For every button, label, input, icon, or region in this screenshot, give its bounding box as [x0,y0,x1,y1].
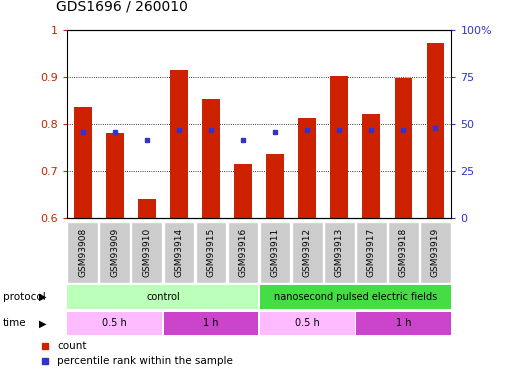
FancyBboxPatch shape [260,285,451,309]
Text: GSM93918: GSM93918 [399,228,408,277]
FancyBboxPatch shape [228,222,259,282]
Bar [330,76,348,217]
Text: GSM93917: GSM93917 [367,228,376,277]
FancyBboxPatch shape [67,285,259,309]
Bar [138,199,155,217]
Text: GSM93914: GSM93914 [174,228,184,277]
Bar [266,154,284,218]
Text: protocol: protocol [3,292,45,302]
Text: GSM93913: GSM93913 [334,228,344,277]
Text: nanosecond pulsed electric fields: nanosecond pulsed electric fields [273,292,437,302]
Text: GSM93909: GSM93909 [110,228,120,277]
FancyBboxPatch shape [164,222,194,282]
Text: GSM93912: GSM93912 [303,228,312,277]
FancyBboxPatch shape [356,222,387,282]
Text: GSM93919: GSM93919 [431,228,440,277]
Text: GSM93908: GSM93908 [78,228,87,277]
Text: 1 h: 1 h [396,318,411,328]
FancyBboxPatch shape [164,312,259,335]
Text: GDS1696 / 260010: GDS1696 / 260010 [56,0,188,13]
Text: GSM93911: GSM93911 [270,228,280,277]
Bar [299,118,316,218]
Bar [170,70,188,217]
FancyBboxPatch shape [388,222,419,282]
Text: 0.5 h: 0.5 h [295,318,320,328]
Bar [234,164,252,218]
Bar [427,43,444,218]
Text: 1 h: 1 h [203,318,219,328]
FancyBboxPatch shape [67,222,98,282]
FancyBboxPatch shape [260,312,354,335]
Bar [106,133,124,218]
Bar [394,78,412,218]
FancyBboxPatch shape [131,222,162,282]
Text: 0.5 h: 0.5 h [103,318,127,328]
Text: control: control [146,292,180,302]
FancyBboxPatch shape [292,222,323,282]
Text: percentile rank within the sample: percentile rank within the sample [57,356,233,366]
Bar [74,107,91,218]
FancyBboxPatch shape [324,222,354,282]
Text: ▶: ▶ [38,318,46,328]
FancyBboxPatch shape [420,222,451,282]
Bar [202,99,220,218]
FancyBboxPatch shape [260,222,290,282]
Text: GSM93910: GSM93910 [142,228,151,277]
Text: GSM93916: GSM93916 [239,228,248,277]
FancyBboxPatch shape [195,222,226,282]
Text: time: time [3,318,26,328]
FancyBboxPatch shape [100,222,130,282]
Text: ▶: ▶ [38,292,46,302]
FancyBboxPatch shape [67,312,162,335]
Text: GSM93915: GSM93915 [206,228,215,277]
FancyBboxPatch shape [356,312,451,335]
Text: count: count [57,341,87,351]
Bar [363,114,380,218]
